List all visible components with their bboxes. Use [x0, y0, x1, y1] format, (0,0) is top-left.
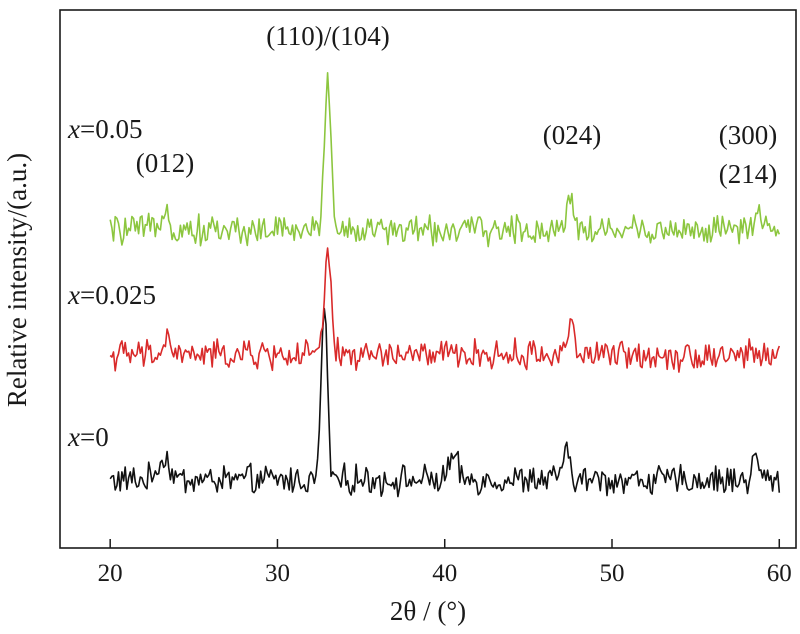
- annotation-300: (300): [719, 120, 777, 150]
- series-label-x-0-025: x=0.025: [67, 280, 156, 310]
- x-tick-label-30: 30: [265, 560, 290, 587]
- plot-frame: [59, 9, 797, 549]
- annotation-110-104: (110)/(104): [266, 21, 389, 51]
- series-line-x-0-05: [109, 72, 781, 248]
- series-line-x-0: [109, 307, 781, 498]
- x-tick-label-20: 20: [98, 560, 123, 587]
- series-label-x-0: x=0: [67, 422, 109, 452]
- series-label-x-0-05: x=0.05: [67, 114, 142, 144]
- annotation-024: (024): [543, 120, 601, 150]
- series-layer: [109, 72, 781, 498]
- x-tick-label-50: 50: [600, 560, 625, 587]
- series-line-x-0-025: [109, 247, 781, 373]
- x-tick-label-40: 40: [432, 560, 457, 587]
- ticks-layer: 20 30 40 50 60: [98, 539, 792, 587]
- annotation-214: (214): [719, 159, 777, 189]
- y-axis-title: Relative intensity/(a.u.): [2, 153, 32, 407]
- annotation-012: (012): [136, 148, 194, 178]
- x-axis-title: 2θ / (°): [390, 596, 466, 626]
- x-tick-label-60: 60: [767, 560, 792, 587]
